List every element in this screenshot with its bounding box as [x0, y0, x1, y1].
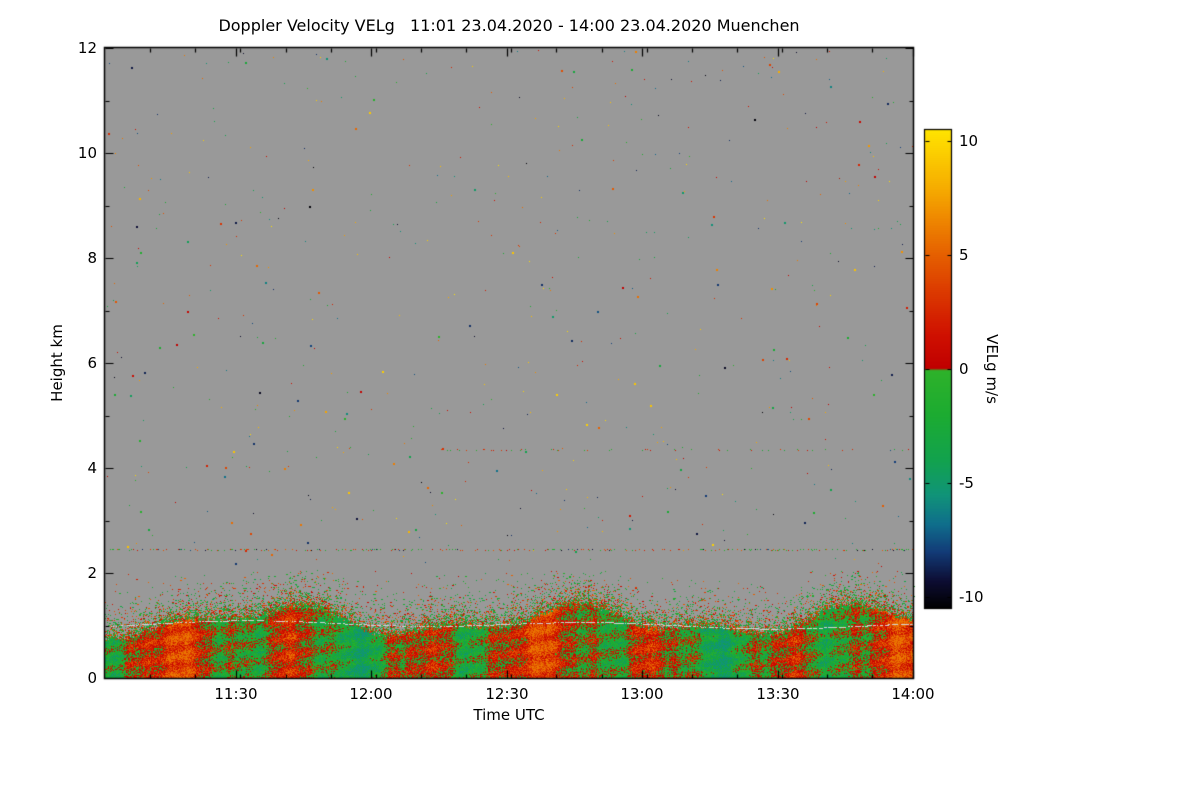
x-axis-label: Time UTC — [473, 706, 545, 724]
colorbar-tick-label: 5 — [959, 246, 969, 264]
y-tick-label: 6 — [87, 354, 97, 372]
y-tick-label: 4 — [87, 459, 97, 477]
y-tick-label: 10 — [77, 144, 97, 162]
colorbar-tick-label: -5 — [959, 474, 974, 492]
y-tick-label: 2 — [87, 564, 97, 582]
colorbar-tick-label: 0 — [959, 360, 969, 378]
x-tick-label: 12:00 — [349, 685, 393, 703]
x-tick-label: 13:00 — [620, 685, 664, 703]
x-tick-label: 13:30 — [756, 685, 800, 703]
x-tick-label: 12:30 — [485, 685, 529, 703]
chart-title: Doppler Velocity VELg 11:01 23.04.2020 -… — [218, 16, 800, 35]
y-tick-label: 8 — [87, 249, 97, 267]
y-tick-label: 0 — [87, 669, 97, 687]
colorbar-tick-label: -10 — [959, 588, 984, 606]
colorbar-tick-label: 10 — [959, 132, 979, 150]
y-tick-label: 12 — [77, 39, 97, 57]
x-tick-label: 11:30 — [214, 685, 258, 703]
x-tick-label: 14:00 — [891, 685, 935, 703]
